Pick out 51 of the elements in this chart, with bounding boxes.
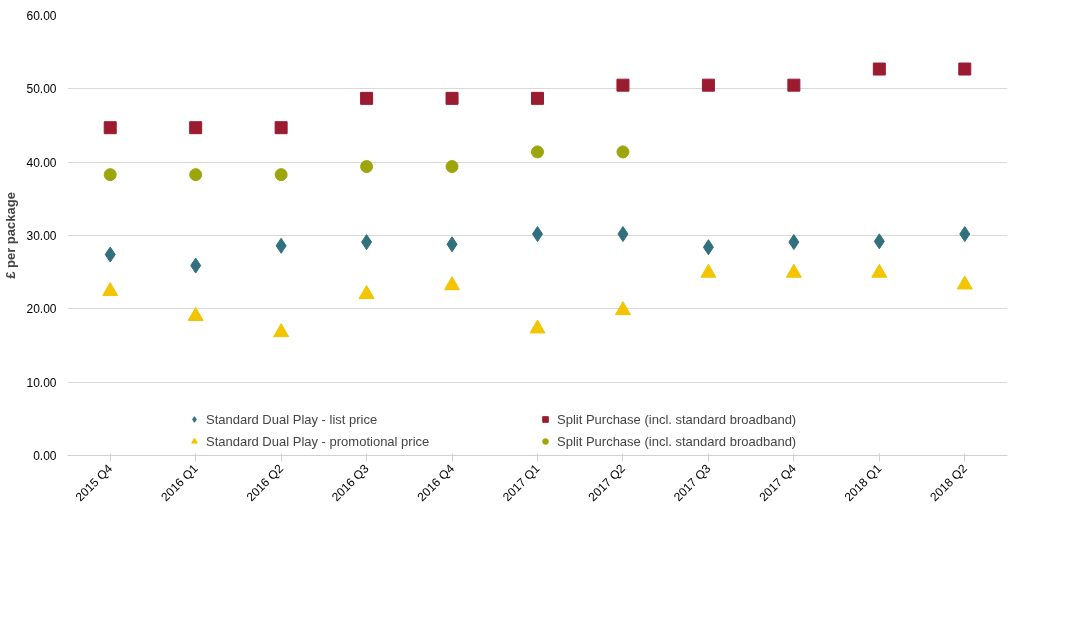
point: [531, 91, 544, 105]
point: [616, 78, 630, 92]
point: [531, 145, 544, 159]
point: [275, 237, 287, 254]
point: [189, 168, 203, 182]
point: [273, 323, 290, 338]
point: [873, 233, 885, 250]
y-tick-label: 50.00: [26, 82, 57, 97]
legend-label: Split Purchase (incl. standard broadband): [557, 433, 798, 449]
legend-label: Split Purchase (incl. standard broadband): [557, 411, 798, 427]
legend-label: Standard Dual Play - list price: [206, 411, 379, 427]
point: [103, 121, 117, 135]
point: [103, 168, 117, 182]
y-tick-label: 30.00: [26, 229, 57, 243]
point: [616, 145, 630, 159]
point: [361, 234, 373, 251]
y-axis-title: £ per package: [3, 192, 19, 279]
point: [785, 263, 802, 278]
y-tick-label: 10.00: [26, 375, 57, 390]
point: [274, 121, 288, 135]
point: [872, 62, 886, 76]
point: [529, 319, 546, 334]
y-tick-label: 40.00: [26, 155, 57, 170]
point: [190, 257, 202, 274]
point: [360, 91, 374, 105]
point: [358, 285, 375, 299]
y-tick-label: 60.00: [26, 9, 57, 23]
y-tick-label: 0.00: [33, 449, 57, 463]
y-tick-label: 20.00: [26, 302, 57, 317]
point: [701, 78, 715, 92]
legend-label: Standard Dual Play - promotional price: [206, 433, 431, 449]
point: [189, 121, 203, 135]
point: [614, 301, 631, 316]
point: [360, 160, 374, 174]
point: [788, 234, 800, 251]
point: [187, 307, 204, 321]
point: [102, 282, 119, 297]
point: [956, 275, 973, 290]
point: [445, 91, 459, 105]
point: [444, 276, 461, 291]
point: [871, 263, 888, 278]
point: [617, 226, 629, 243]
point: [104, 246, 116, 263]
point: [700, 263, 717, 278]
point: [787, 78, 801, 92]
point: [958, 62, 972, 76]
point: [446, 236, 458, 253]
point: [445, 160, 459, 174]
point: [702, 239, 714, 256]
point: [959, 226, 971, 243]
point: [274, 168, 288, 182]
